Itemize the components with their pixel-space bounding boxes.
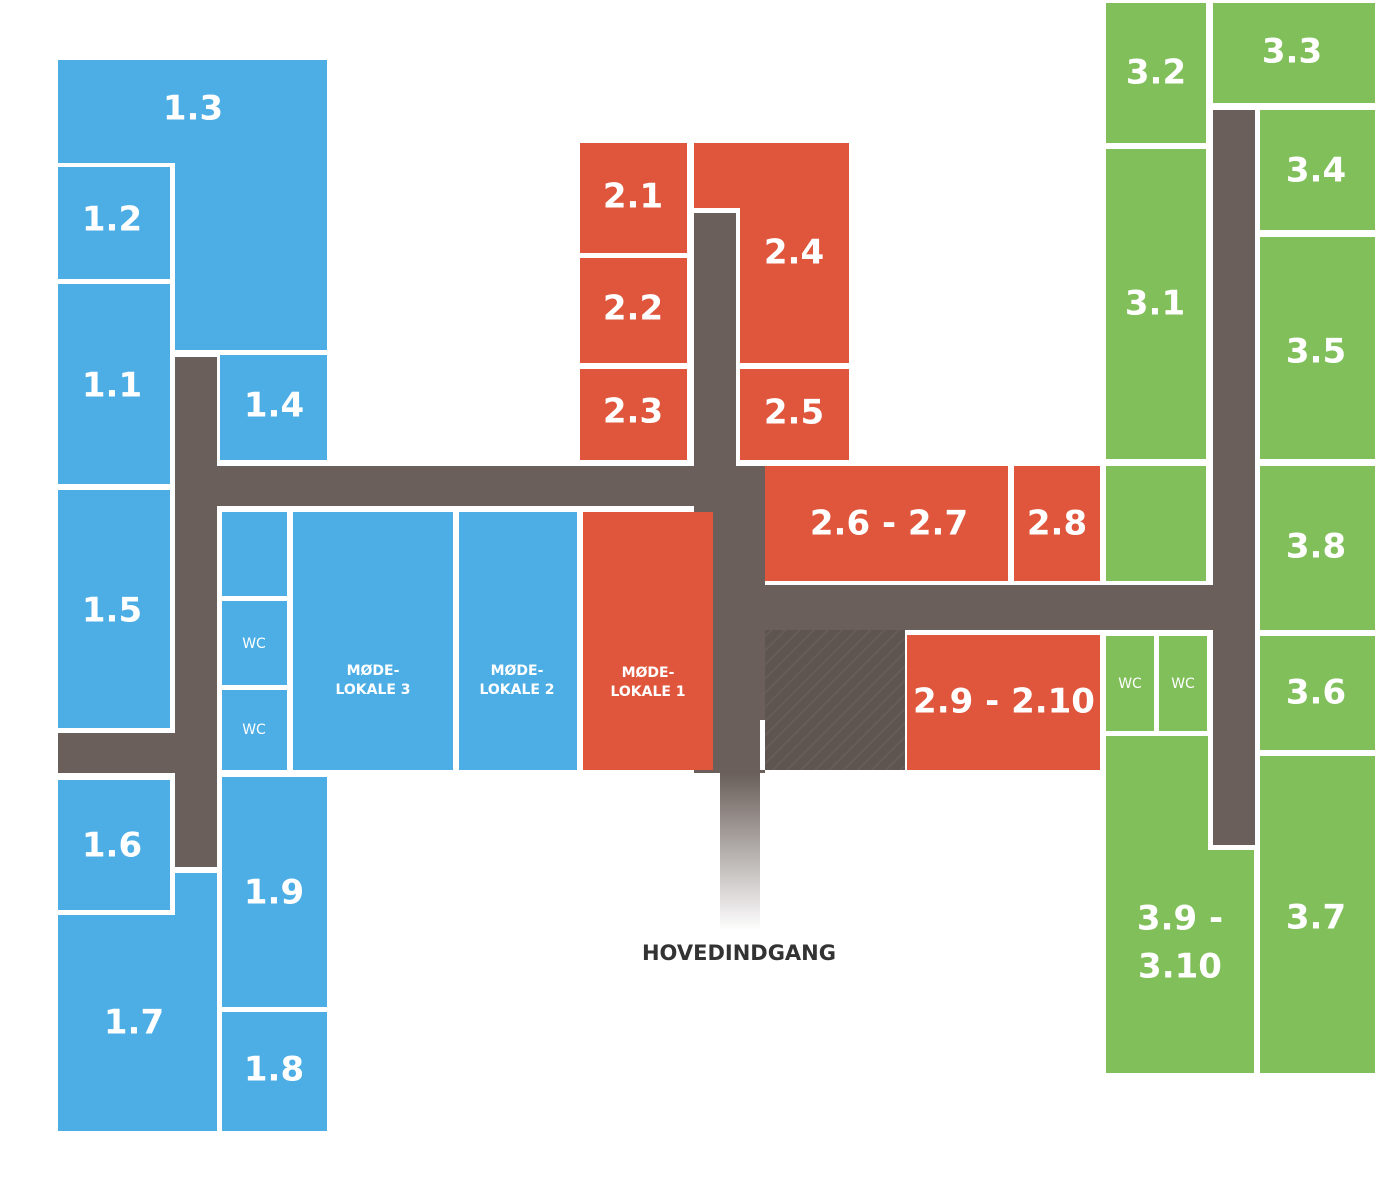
room-label: 3.5 <box>1286 332 1346 372</box>
room-label: 3.3 <box>1262 32 1322 72</box>
room-labels: 1.3 1.2 1.1 1.4 1.5 1.6 1.7 1.9 1.8 WC W… <box>82 32 1346 1090</box>
room-label: 2.9 - 2.10 <box>913 682 1095 722</box>
room-label: WC <box>1118 676 1142 692</box>
room-label: MØDE- <box>347 663 400 679</box>
room-label: WC <box>242 636 266 652</box>
room-label: 2.8 <box>1027 504 1087 544</box>
room-label: 1.8 <box>244 1050 304 1090</box>
room-label: 3.7 <box>1286 898 1346 938</box>
room-label: 1.3 <box>163 89 223 129</box>
room-label: 2.6 - 2.7 <box>810 504 968 544</box>
room-label: 1.1 <box>82 366 142 406</box>
room-label: 2.3 <box>603 392 663 432</box>
room-label: 2.2 <box>603 289 663 329</box>
corridors <box>58 110 1255 931</box>
room-label: MØDE- <box>491 663 544 679</box>
room-label: 1.5 <box>82 591 142 631</box>
room-label: 1.2 <box>82 200 142 240</box>
room-label: 3.2 <box>1126 53 1186 93</box>
room-label: 3.10 <box>1138 947 1222 987</box>
room-label: 3.8 <box>1286 527 1346 567</box>
room-label: 1.9 <box>244 873 304 913</box>
room-label: MØDE- <box>622 665 675 681</box>
room-label: LOKALE 1 <box>610 684 685 700</box>
room-label: WC <box>242 722 266 738</box>
rooms <box>58 3 1375 1131</box>
room-label: 1.6 <box>82 826 142 866</box>
room-label: 2.1 <box>603 177 663 217</box>
room-label: 3.4 <box>1286 151 1346 191</box>
room-label: WC <box>1171 676 1195 692</box>
room-label: LOKALE 2 <box>479 682 554 698</box>
room-label: 2.5 <box>764 393 824 433</box>
room-label: 1.4 <box>244 386 304 426</box>
room-label: 1.7 <box>104 1003 164 1043</box>
room-label: 3.1 <box>1125 284 1185 324</box>
room-label: 2.4 <box>764 233 824 273</box>
room-label: LOKALE 3 <box>335 682 410 698</box>
room-label: 3.6 <box>1286 673 1346 713</box>
room-label: 3.9 - <box>1137 899 1223 939</box>
entrance-label: HOVEDINDGANG <box>642 941 836 965</box>
